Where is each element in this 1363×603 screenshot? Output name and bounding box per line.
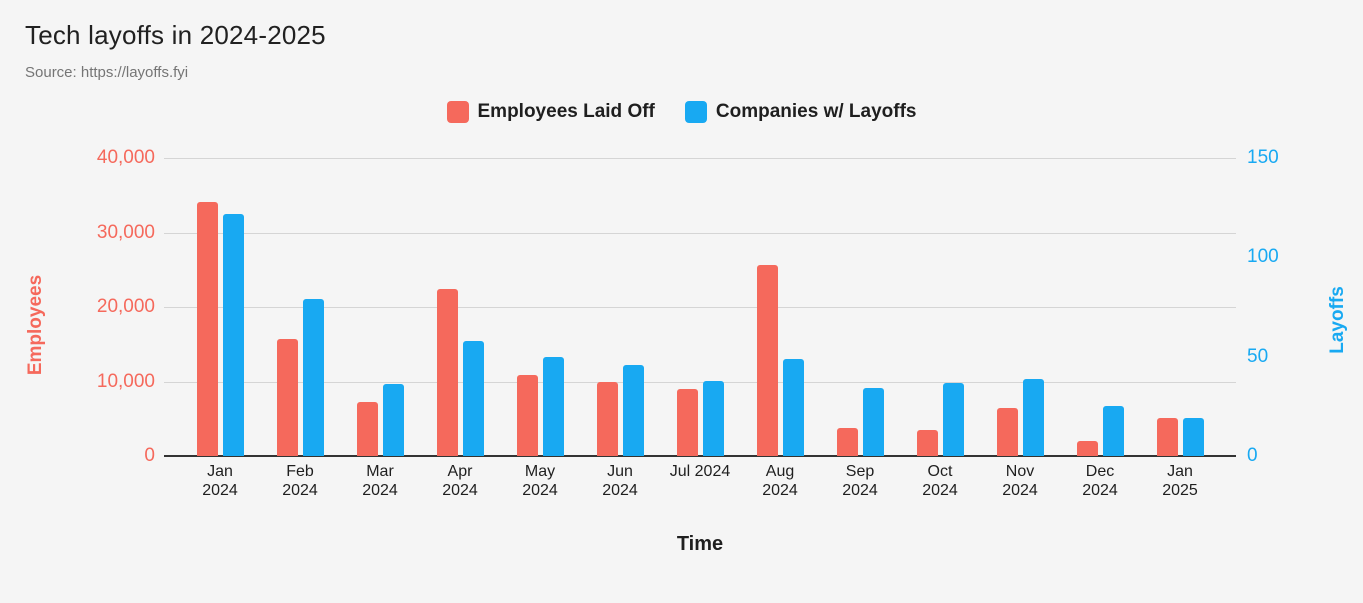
bar-group [580, 158, 660, 456]
bar-group [660, 158, 740, 456]
axis-tick-label: 40,000 [96, 147, 155, 168]
legend-label: Companies w/ Layoffs [715, 101, 917, 122]
employees-bar-apr-2024 [436, 289, 458, 456]
x-tick-label: Jul 2024 [669, 463, 731, 480]
x-tick-label: Dec 2024 [1082, 463, 1118, 499]
x-tick-label: Feb 2024 [282, 463, 318, 499]
companies-bar-apr-2024 [462, 340, 484, 456]
companies-bar-nov-2024 [1022, 378, 1044, 456]
axis-tick-label: 50 [1247, 345, 1269, 367]
employees-bar-nov-2024 [996, 408, 1018, 456]
bar-group [740, 158, 820, 456]
gridline [164, 381, 1236, 383]
companies-bar-sep-2024 [862, 388, 884, 456]
bar-group [260, 158, 340, 456]
companies-bar-jan-2025 [1182, 418, 1204, 456]
right-axis-title: Layoffs [1327, 286, 1348, 354]
bar-group [1060, 158, 1140, 456]
companies-legend-swatch [684, 101, 707, 123]
x-tick-label: Mar 2024 [362, 463, 398, 499]
companies-bar-jul-2024 [702, 380, 724, 456]
companies-bar-mar-2024 [382, 384, 404, 456]
legend-item-companies: Companies w/ Layoffs [684, 101, 917, 123]
bar-group [340, 158, 420, 456]
gridline [164, 307, 1236, 308]
employees-bar-jan-2025 [1156, 418, 1178, 456]
legend-item-employees: Employees Laid Off [446, 101, 655, 123]
bar-group [900, 158, 980, 456]
axis-tick-label: 10,000 [96, 370, 155, 392]
companies-bar-aug-2024 [782, 358, 804, 456]
companies-bar-jun-2024 [622, 364, 644, 456]
bar-group [1140, 158, 1220, 456]
employees-bar-oct-2024 [916, 429, 938, 456]
x-tick-label: Oct 2024 [922, 463, 958, 499]
companies-bar-may-2024 [542, 356, 564, 456]
bar-group [420, 158, 500, 456]
gridline [164, 232, 1236, 234]
companies-bar-dec-2024 [1102, 406, 1124, 456]
bars [164, 158, 1236, 456]
employees-legend-swatch [446, 101, 469, 123]
employees-bar-jul-2024 [676, 388, 698, 456]
axis-tick-label: 100 [1247, 246, 1279, 268]
gridline [164, 158, 1236, 159]
x-tick-label: Aug 2024 [762, 463, 798, 499]
chart-title: Tech layoffs in 2024-2025 [25, 20, 326, 50]
x-tick-label: Sep 2024 [842, 463, 878, 499]
axis-tick-label: 150 [1247, 147, 1279, 168]
plot-area [164, 158, 1236, 457]
left-axis-title: Employees [25, 274, 46, 376]
x-tick-label: Jun 2024 [602, 463, 638, 499]
bar-group [980, 158, 1060, 456]
employees-bar-aug-2024 [756, 264, 778, 456]
axis-tick-label: 0 [144, 445, 155, 466]
employees-bar-may-2024 [516, 374, 538, 456]
chart-legend: Employees Laid Off Companies w/ Layoffs [0, 101, 1363, 123]
employees-bar-jan-2024 [196, 201, 218, 456]
companies-bar-oct-2024 [942, 382, 964, 456]
x-tick-label: Jan 2025 [1162, 463, 1198, 499]
chart-source: Source: https://layoffs.fyi [25, 64, 189, 81]
bar-group [180, 158, 260, 456]
axis-tick-label: 0 [1247, 445, 1258, 466]
x-tick-label: Apr 2024 [442, 463, 478, 499]
x-axis-line [164, 455, 1236, 457]
axis-tick-label: 30,000 [96, 221, 155, 243]
employees-bar-feb-2024 [276, 339, 298, 456]
companies-bar-feb-2024 [302, 299, 324, 456]
employees-bar-sep-2024 [836, 428, 858, 456]
employees-bar-dec-2024 [1076, 441, 1098, 456]
x-tick-label: Jan 2024 [202, 463, 238, 499]
x-axis-title: Time [676, 533, 724, 555]
bar-group [820, 158, 900, 456]
employees-bar-jun-2024 [596, 381, 618, 456]
legend-label: Employees Laid Off [477, 101, 655, 122]
x-tick-label: Nov 2024 [1002, 463, 1038, 499]
x-axis-labels: Jan 2024 Feb 2024 Mar 2024 Apr 2024 May 2024… [164, 462, 1236, 500]
x-tick-label: May 2024 [522, 463, 558, 499]
bar-group [500, 158, 580, 456]
axis-tick-label: 20,000 [96, 296, 155, 317]
employees-bar-mar-2024 [356, 401, 378, 456]
companies-bar-jan-2024 [222, 213, 244, 456]
